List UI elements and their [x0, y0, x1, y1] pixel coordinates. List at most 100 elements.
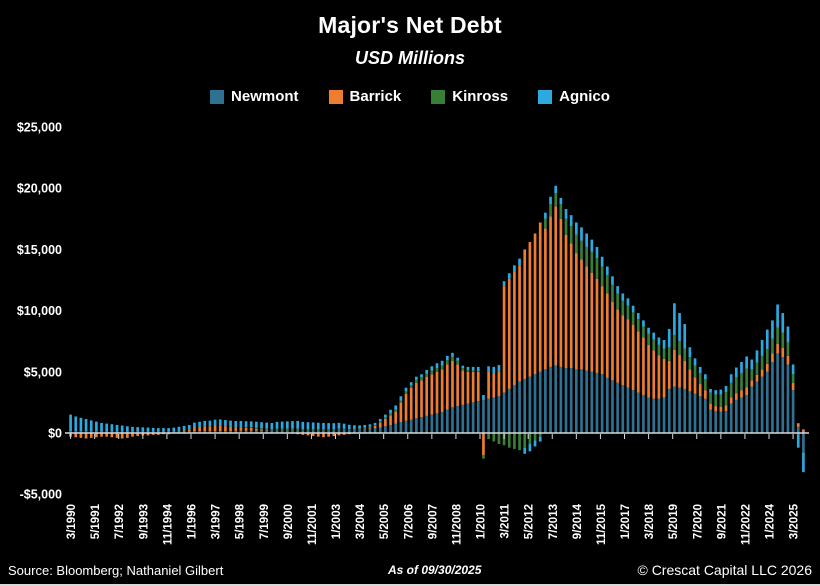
bar-segment-newmont [745, 395, 748, 433]
bar-segment-kinross [740, 373, 743, 391]
bar-segment-kinross [265, 428, 269, 430]
bar-segment-newmont [373, 428, 377, 433]
x-axis-label: 1/2017 [620, 504, 632, 539]
bar-segment-newmont [239, 430, 243, 433]
bar-segment-barrick [678, 354, 681, 388]
bar-segment-agnico [430, 366, 434, 371]
bar-segment-kinross [549, 204, 552, 217]
x-axis-label: 7/1999 [259, 504, 271, 539]
bar-segment-barrick [213, 425, 217, 432]
bar-segment-kinross [353, 428, 356, 430]
y-axis-label: $25,000 [17, 121, 62, 135]
bar-segment-agnico [239, 421, 243, 428]
bar-segment-kinross [611, 284, 614, 303]
bar-segment-newmont [69, 431, 72, 433]
bar-segment-kinross [311, 429, 315, 431]
x-axis-label: 9/2014 [572, 503, 584, 539]
bar-segment-kinross [296, 428, 299, 431]
x-axis-line [65, 432, 809, 434]
bar-segment-kinross [647, 333, 650, 345]
bar-segment-kinross [538, 433, 542, 437]
as-of-date: As of 09/30/2025 [388, 563, 482, 577]
bar-segment-agnico [523, 447, 527, 454]
bar-segment-barrick [74, 433, 78, 438]
bar-segment-kinross [765, 349, 769, 364]
x-axis-tick [696, 434, 698, 439]
bar-segment-barrick [760, 369, 764, 377]
x-axis-tick [262, 434, 264, 439]
bar-segment-kinross [745, 368, 748, 388]
bar-segment-barrick [327, 433, 330, 437]
bar-segment-kinross [430, 370, 434, 375]
bar-segment-newmont [698, 396, 702, 433]
x-axis-label: 7/1992 [114, 504, 126, 539]
bar-segment-barrick [126, 433, 129, 438]
bar-segment-kinross [714, 394, 718, 407]
x-axis-tick [672, 434, 674, 439]
bar-segment-barrick [337, 433, 341, 436]
bar-segment-barrick [538, 222, 542, 372]
newmont-swatch-icon [210, 89, 225, 104]
bar-segment-newmont [781, 357, 785, 433]
bar-segment-barrick [249, 427, 253, 431]
x-axis-tick [407, 434, 409, 439]
bar-segment-barrick [136, 433, 140, 437]
bar-segment-barrick [260, 429, 263, 431]
y-axis-label: $10,000 [17, 304, 62, 318]
bar-segment-newmont [213, 431, 217, 433]
bar-segment-barrick [626, 319, 630, 388]
copyright-note: © Crescat Capital LLC 2026 [637, 562, 812, 578]
bar-segment-barrick [151, 433, 155, 435]
bar-segment-barrick [100, 433, 103, 437]
bar-segment-barrick [729, 397, 733, 404]
bar-segment-kinross [244, 427, 248, 428]
bar-segment-newmont [585, 370, 588, 433]
bar-segment-newmont [296, 430, 299, 433]
legend-item-kinross: Kinross [431, 88, 508, 105]
x-axis-label: 7/2013 [548, 504, 560, 539]
x-axis-tick [190, 434, 192, 439]
bar-segment-barrick [461, 370, 465, 405]
bar-segment-barrick [415, 382, 418, 419]
bar-segment-kinross [482, 455, 485, 459]
x-axis-tick [383, 434, 385, 439]
bar-segment-agnico [316, 422, 320, 430]
bar-segment-barrick [734, 393, 738, 400]
bar-segment-kinross [590, 251, 594, 273]
bar-segment-barrick [554, 206, 558, 366]
bar-segment-kinross [760, 355, 764, 370]
x-axis-tick [118, 434, 120, 439]
bar-segment-agnico [585, 233, 588, 247]
bar-segment-agnico [327, 423, 330, 430]
bar-segment-newmont [363, 428, 367, 433]
x-axis-label: 7/2020 [692, 504, 704, 539]
bar-segment-agnico [368, 424, 372, 427]
bar-segment-agnico [440, 360, 444, 366]
bar-segment-barrick [456, 364, 459, 407]
x-axis-tick [503, 434, 505, 439]
bar-segment-barrick [631, 324, 635, 391]
bar-segment-newmont [621, 385, 625, 433]
bar-segment-agnico [120, 425, 124, 432]
bar-segment-kinross [492, 433, 496, 442]
bar-segment-agnico [750, 359, 754, 370]
bar-segment-newmont [750, 386, 754, 433]
bar-segment-newmont [466, 403, 470, 433]
bar-segment-agnico [100, 422, 103, 432]
x-axis-label: 1/2003 [331, 504, 343, 539]
bar-segment-newmont [445, 409, 449, 433]
x-axis-tick [648, 434, 650, 439]
bar-segment-newmont [234, 430, 238, 433]
bar-segment-agnico [265, 422, 269, 429]
bar-segment-newmont [755, 381, 759, 433]
bar-segment-agnico [394, 405, 398, 410]
bar-segment-kinross [389, 413, 392, 416]
bar-segment-kinross [409, 385, 413, 388]
bar-segment-newmont [368, 428, 372, 433]
bar-segment-agnico [332, 423, 336, 430]
bar-segment-agnico [224, 420, 227, 427]
bar-segment-newmont [786, 364, 790, 433]
bar-segment-kinross [368, 426, 372, 428]
x-axis-tick [142, 434, 144, 439]
